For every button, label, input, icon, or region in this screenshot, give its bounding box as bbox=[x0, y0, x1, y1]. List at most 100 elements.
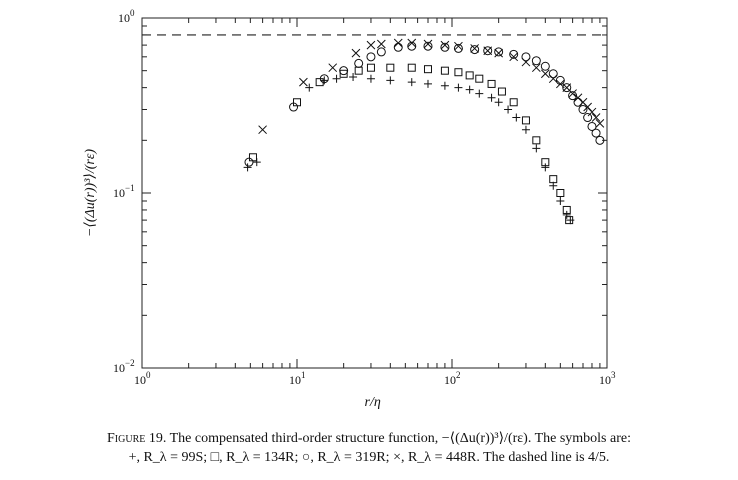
data-point bbox=[540, 61, 550, 71]
data-point bbox=[289, 102, 299, 112]
data-point bbox=[531, 63, 541, 73]
data-marks bbox=[243, 38, 605, 225]
data-point bbox=[393, 38, 403, 48]
data-point bbox=[521, 57, 531, 67]
data-point bbox=[305, 83, 314, 92]
y-tick-label: 10−2 bbox=[113, 358, 135, 375]
data-point bbox=[583, 113, 593, 123]
chart: 100 101 102 103 10−2 10−1 100 r/η −⟨(Δu(r))³⟩/… bbox=[83, 8, 616, 410]
data-point bbox=[248, 153, 257, 162]
data-point bbox=[591, 113, 601, 122]
data-point bbox=[454, 41, 463, 51]
data-point bbox=[366, 63, 375, 72]
data-point bbox=[555, 79, 565, 89]
data-point bbox=[595, 119, 605, 128]
data-point bbox=[465, 71, 474, 80]
data-point bbox=[556, 189, 565, 197]
data-point bbox=[541, 158, 550, 167]
data-point bbox=[407, 38, 417, 48]
data-point bbox=[407, 63, 416, 72]
data-point bbox=[339, 69, 348, 78]
data-point bbox=[407, 41, 417, 51]
data-point bbox=[587, 107, 597, 117]
data-point bbox=[366, 74, 375, 83]
data-point bbox=[393, 42, 403, 52]
data-point bbox=[328, 63, 338, 73]
data-point bbox=[244, 157, 254, 167]
figure-caption-line-1: Figure 19. The compensated third-order s… bbox=[8, 430, 730, 448]
data-point bbox=[332, 74, 341, 83]
data-point bbox=[440, 42, 450, 52]
data-point bbox=[494, 47, 504, 57]
data-point bbox=[423, 65, 432, 74]
data-point bbox=[299, 77, 308, 87]
series-plus bbox=[243, 73, 575, 225]
data-point bbox=[548, 74, 558, 84]
data-point bbox=[366, 40, 376, 50]
data-point bbox=[578, 105, 588, 115]
data-point bbox=[440, 81, 449, 90]
figure-caption-line-2: +, R_λ = 99S; □, R_λ = 134R; ○, R_λ = 31… bbox=[8, 449, 730, 467]
data-point bbox=[487, 93, 496, 102]
data-point bbox=[423, 79, 432, 88]
data-point bbox=[319, 74, 329, 84]
data-point bbox=[562, 83, 572, 93]
data-point bbox=[453, 43, 463, 53]
data-point bbox=[504, 105, 513, 114]
data-point bbox=[320, 76, 329, 85]
x-tick-label: 100 bbox=[134, 370, 151, 387]
series-circle bbox=[244, 41, 605, 167]
data-point bbox=[521, 125, 530, 134]
data-point bbox=[440, 66, 449, 75]
data-point bbox=[423, 41, 433, 51]
data-point bbox=[532, 136, 541, 145]
y-tick-label: 100 bbox=[118, 8, 135, 25]
data-point bbox=[497, 87, 506, 96]
data-point bbox=[407, 78, 416, 87]
data-point bbox=[540, 69, 550, 79]
x-tick-label: 102 bbox=[444, 370, 461, 387]
data-point bbox=[243, 163, 252, 172]
data-point bbox=[465, 85, 474, 94]
data-point bbox=[595, 135, 605, 145]
tick-labels: 100 101 102 103 10−2 10−1 100 bbox=[113, 8, 616, 387]
data-point bbox=[549, 175, 558, 184]
data-point bbox=[512, 113, 521, 122]
data-point bbox=[339, 66, 349, 76]
data-point bbox=[521, 52, 531, 62]
data-point bbox=[555, 75, 565, 85]
x-tick-label: 103 bbox=[599, 370, 616, 387]
data-point bbox=[376, 39, 386, 49]
caption-text-2: +, R_λ = 99S; □, R_λ = 134R; ○, R_λ = 31… bbox=[128, 450, 610, 465]
x-axis-label: r/η bbox=[365, 395, 381, 410]
data-point bbox=[454, 68, 463, 77]
data-point bbox=[258, 125, 267, 135]
figure-label: Figure 19. bbox=[107, 431, 167, 446]
data-point bbox=[565, 216, 574, 225]
data-point bbox=[475, 89, 484, 98]
axis-ticks bbox=[141, 18, 607, 369]
data-point bbox=[562, 205, 571, 214]
data-point bbox=[521, 116, 530, 125]
y-tick-label: 10−1 bbox=[113, 183, 135, 200]
data-point bbox=[532, 144, 541, 153]
data-point bbox=[591, 128, 601, 138]
data-point bbox=[548, 69, 558, 79]
series-square bbox=[248, 63, 574, 225]
data-point bbox=[568, 91, 578, 101]
data-point bbox=[376, 47, 386, 57]
data-point bbox=[494, 48, 504, 58]
data-point bbox=[541, 163, 550, 172]
data-point bbox=[568, 89, 577, 98]
data-point bbox=[509, 98, 518, 107]
data-point bbox=[454, 83, 463, 92]
data-point bbox=[494, 98, 503, 107]
data-point bbox=[556, 197, 565, 206]
data-point bbox=[509, 52, 519, 62]
data-point bbox=[587, 121, 597, 131]
data-point bbox=[470, 44, 480, 53]
data-point bbox=[366, 52, 376, 62]
data-point bbox=[483, 46, 493, 56]
data-point bbox=[562, 210, 571, 219]
data-point bbox=[583, 102, 592, 112]
